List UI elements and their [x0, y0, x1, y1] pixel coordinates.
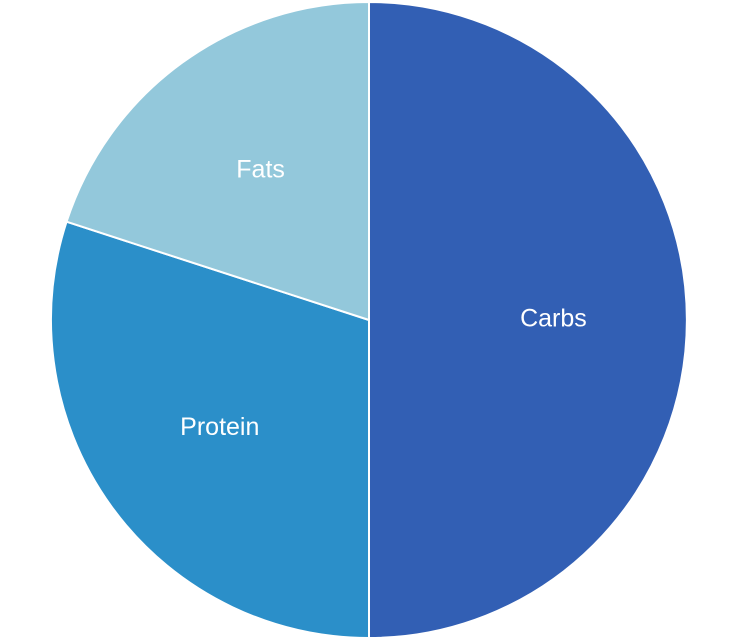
slice-label-protein: Protein — [180, 413, 259, 441]
slices-layer — [50, 1, 688, 639]
pie-slice-carbs — [368, 1, 688, 639]
pie-slice-fats — [65, 1, 370, 321]
slice-label-carbs: Carbs — [520, 305, 587, 333]
slice-label-fats: Fats — [236, 155, 285, 183]
labels-layer: Carbs Protein Fats — [180, 155, 587, 441]
pie-slice-protein — [50, 220, 370, 639]
